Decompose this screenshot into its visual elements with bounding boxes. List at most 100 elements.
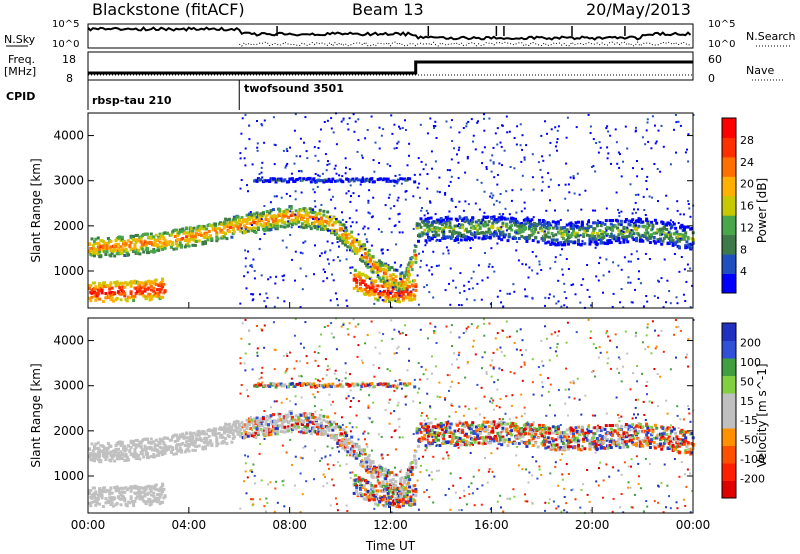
- power-scatter-pixel: [454, 286, 457, 289]
- power-scatter-pixel: [641, 136, 644, 139]
- power-pixel: [588, 234, 592, 238]
- power-pixel: [495, 218, 499, 221]
- power-scatter-pixel: [492, 146, 495, 149]
- power-pixel: [187, 239, 191, 243]
- power-pixel: [451, 235, 454, 239]
- power-scatter-pixel: [561, 248, 563, 251]
- nsky-line: [87, 26, 692, 41]
- velocity-pixel: [214, 429, 217, 433]
- power-pixel: [161, 277, 165, 281]
- power-pixel: [384, 177, 388, 181]
- power-scatter-pixel: [594, 209, 597, 212]
- power-pixel: [474, 220, 478, 224]
- power-pixel: [149, 236, 153, 239]
- power-scatter-pixel: [349, 225, 352, 228]
- velocity-pixel: [301, 423, 304, 426]
- power-scatter-pixel: [326, 240, 329, 243]
- power-scatter-pixel: [689, 242, 692, 245]
- power-scatter-pixel: [498, 213, 501, 215]
- velocity-pixel: [424, 444, 428, 448]
- power-scatter-pixel: [327, 160, 329, 163]
- power-pixel: [351, 177, 355, 181]
- velocity-pixel: [154, 438, 158, 442]
- power-pixel: [238, 219, 241, 223]
- power-scatter-pixel: [573, 192, 576, 195]
- power-scatter-pixel: [336, 241, 339, 244]
- power-scatter-pixel: [493, 176, 496, 179]
- power-scatter-pixel: [680, 256, 683, 258]
- power-scatter-pixel: [258, 247, 261, 250]
- power-pixel: [130, 295, 134, 298]
- power-pixel: [652, 236, 656, 239]
- power-pixel: [186, 242, 190, 246]
- power-scatter-pixel: [605, 258, 608, 261]
- power-scatter-pixel: [669, 227, 672, 230]
- power-pixel: [414, 289, 418, 292]
- power-pixel: [497, 216, 501, 220]
- power-pixel: [105, 247, 109, 251]
- velocity-pixel: [159, 492, 163, 496]
- power-pixel: [588, 242, 592, 246]
- velocity-pixel: [332, 421, 336, 425]
- power-pixel: [337, 220, 341, 224]
- velocity-pixel: [439, 422, 443, 425]
- velocity-pixel: [152, 494, 156, 498]
- power-scatter-pixel: [251, 224, 253, 226]
- velocity-pixel: [326, 433, 330, 437]
- power-scatter-pixel: [378, 162, 381, 164]
- velocity-pixel: [338, 441, 342, 445]
- velocity-pixel: [240, 421, 244, 425]
- power-pixel: [345, 238, 349, 242]
- velocity-pixel: [159, 446, 163, 450]
- power-pixel: [308, 207, 312, 211]
- velocity-pixel: [381, 490, 385, 493]
- velocity-pixel: [357, 448, 361, 452]
- power-pixel: [486, 236, 490, 239]
- velocity-pixel: [359, 487, 362, 491]
- power-pixel: [294, 222, 298, 226]
- velocity-pixel: [120, 442, 124, 446]
- power-scatter-pixel: [474, 148, 477, 151]
- velocity-pixel: [506, 444, 510, 448]
- velocity-pixel: [255, 384, 259, 388]
- velocity-pixel: [419, 430, 423, 434]
- power-pixel: [245, 213, 249, 217]
- power-scatter-pixel: [642, 195, 645, 198]
- power-scatter-pixel: [646, 188, 648, 191]
- power-pixel: [577, 238, 580, 242]
- power-pixel: [258, 214, 262, 218]
- power-scatter-pixel: [434, 120, 437, 123]
- power-pixel: [456, 238, 459, 241]
- power-pixel: [384, 272, 388, 276]
- power-scatter-pixel: [256, 149, 259, 152]
- velocity-pixel: [336, 442, 340, 445]
- velocity-pixel: [447, 440, 451, 444]
- power-pixel: [439, 217, 443, 220]
- power-pixel: [390, 266, 394, 270]
- velocity-pixel: [234, 423, 238, 427]
- velocity-pixel: [444, 430, 448, 433]
- power-scatter-pixel: [429, 200, 431, 203]
- power-pixel: [477, 223, 481, 227]
- power-pixel: [261, 212, 265, 216]
- velocity-pixel: [430, 442, 434, 446]
- power-scatter-pixel: [466, 157, 469, 160]
- velocity-pixel: [464, 440, 468, 444]
- velocity-pixel: [243, 429, 246, 433]
- power-scatter-pixel: [357, 139, 360, 142]
- power-pixel: [577, 220, 580, 224]
- power-pixel: [109, 298, 113, 302]
- power-scatter-pixel: [285, 164, 288, 167]
- power-pixel: [369, 287, 373, 291]
- power-scatter-pixel: [662, 145, 665, 148]
- power-pixel: [440, 237, 444, 240]
- velocity-pixel: [195, 433, 199, 437]
- power-scatter-pixel: [430, 266, 433, 269]
- velocity-pixel: [396, 383, 400, 387]
- power-pixel: [100, 291, 104, 295]
- power-scatter-pixel: [329, 229, 331, 232]
- power-pixel: [149, 284, 153, 288]
- velocity-pixel: [98, 502, 102, 506]
- power-pixel: [427, 220, 431, 224]
- power-pixel: [268, 211, 272, 215]
